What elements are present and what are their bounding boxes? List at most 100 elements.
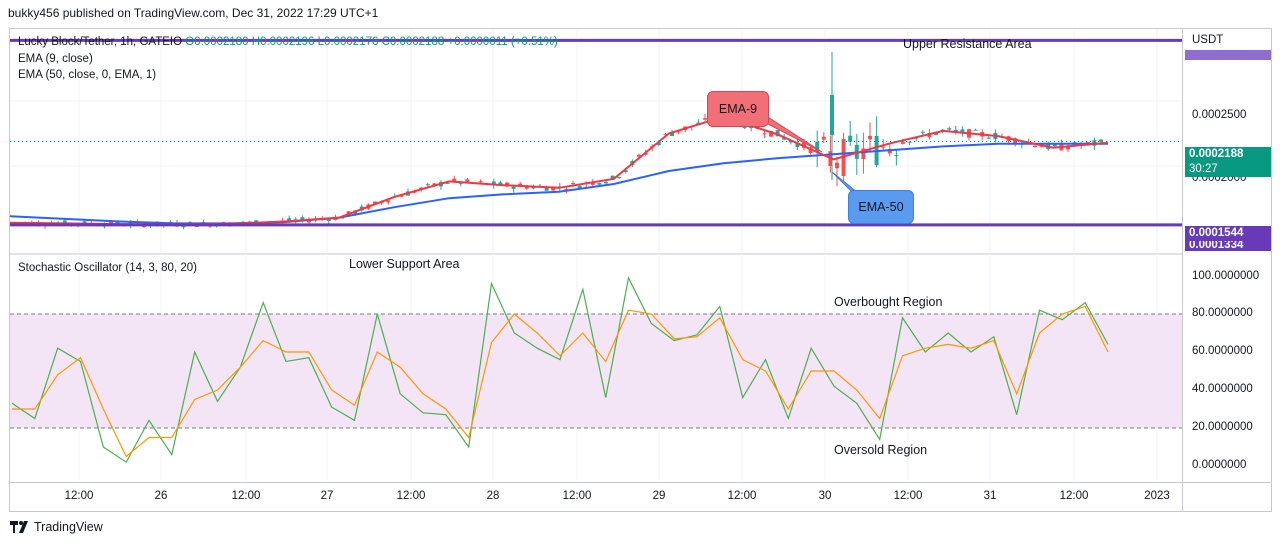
- pane-divider[interactable]: [10, 253, 1182, 255]
- candle-down: [373, 201, 377, 204]
- candle-up: [934, 132, 938, 135]
- candlestick-series: [10, 52, 1103, 230]
- stoch-axis-label: 0.0000000: [1192, 459, 1247, 471]
- time-axis-label: 12:00: [1059, 490, 1089, 502]
- candle-down: [465, 179, 470, 182]
- candle-down: [808, 147, 813, 154]
- candle-down: [881, 146, 886, 148]
- candle-up: [597, 183, 602, 185]
- stoch-band: [10, 314, 1182, 428]
- candle-down: [564, 188, 569, 191]
- ema50-callout[interactable]: EMA-50: [848, 190, 914, 224]
- stoch-axis-label: 80.0000000: [1192, 307, 1253, 319]
- price-axis-label: 0.0002500: [1192, 109, 1247, 121]
- upper-resistance-label[interactable]: Upper Resistance Area: [903, 37, 1032, 51]
- candle-down: [703, 118, 707, 120]
- time-axis-label: 30: [818, 490, 832, 502]
- spike-candle: [830, 95, 834, 135]
- candle-down: [1013, 138, 1018, 144]
- time-axis-label: 29: [652, 490, 666, 502]
- candle-up: [907, 141, 912, 143]
- legend-symbol[interactable]: Lucky Block/Tether, 1h, GATEIO: [18, 36, 183, 48]
- candle-up: [604, 181, 608, 184]
- time-axis-label: 28: [486, 490, 500, 502]
- legend-ohlc: O0.0002180 H0.0002196 L0.0002176 C0.0002…: [185, 36, 558, 48]
- candle-down: [861, 148, 866, 159]
- stoch-axis-label: 40.0000000: [1192, 383, 1253, 395]
- tradingview-logo-icon: [10, 521, 28, 533]
- candle-down: [524, 186, 529, 189]
- chart-frame[interactable]: [9, 28, 1272, 512]
- overbought-label[interactable]: Overbought Region: [834, 295, 943, 309]
- candle-down: [386, 200, 391, 203]
- candle-up: [300, 217, 305, 220]
- candle-up: [973, 129, 978, 131]
- candle-up: [815, 141, 820, 152]
- candle-down: [901, 141, 905, 144]
- candle-up: [986, 137, 991, 139]
- candle-down: [571, 183, 575, 185]
- stoch-k-line: [11, 276, 1109, 464]
- countdown-tag: 30:27: [1185, 162, 1271, 177]
- time-axis-label: 26: [154, 490, 168, 502]
- candle-down: [835, 162, 839, 169]
- candle-down: [676, 131, 681, 133]
- legend-ema50[interactable]: EMA (50, close, 0, EMA, 1): [18, 69, 157, 81]
- ema9-line: [9, 115, 1109, 226]
- ema-lines: [9, 115, 1109, 226]
- lower-support-label[interactable]: Lower Support Area: [349, 257, 460, 271]
- candle-down: [868, 135, 872, 140]
- stoch-axis-label: 100.0000000: [1192, 270, 1260, 282]
- candle-down: [307, 220, 311, 223]
- time-axis-label: 12:00: [64, 490, 94, 502]
- candle-up: [181, 226, 186, 228]
- candle-up: [617, 177, 622, 179]
- time-axis-label: 12:00: [562, 490, 592, 502]
- candle-down: [452, 178, 457, 181]
- candle-down: [1066, 146, 1070, 150]
- legend-ema9[interactable]: EMA (9, close): [18, 53, 93, 65]
- candle-down: [762, 133, 767, 135]
- stochastic-pane: [10, 276, 1182, 464]
- time-axis-label: 2023: [1144, 490, 1170, 502]
- time-axis-border: [10, 482, 1272, 483]
- candle-up: [610, 175, 615, 179]
- candle-up: [623, 170, 628, 172]
- legend-stochastic[interactable]: Stochastic Oscillator (14, 3, 80, 20): [18, 262, 197, 274]
- stoch-axis-label: 60.0000000: [1192, 345, 1253, 357]
- candle-down: [821, 136, 826, 140]
- price-axis-currency[interactable]: USDT: [1192, 34, 1224, 46]
- candle-down: [1033, 145, 1037, 148]
- candle-up: [947, 128, 952, 130]
- candle-down: [663, 133, 668, 135]
- candle-up: [287, 218, 292, 222]
- stoch-d-line: [12, 305, 1109, 458]
- time-axis-label: 12:00: [893, 490, 923, 502]
- horizontal-levels: [10, 38, 1182, 227]
- time-axis-label: 12:00: [727, 490, 757, 502]
- candle-down: [1039, 146, 1044, 148]
- time-axis-label: 12:00: [231, 490, 261, 502]
- candle-up: [491, 181, 496, 186]
- resistance-price-tag: [1185, 50, 1271, 60]
- candle-down: [194, 226, 199, 228]
- legend-symbol-row: Lucky Block/Tether, 1h, GATEIO O0.000218…: [18, 36, 558, 48]
- tradingview-brand[interactable]: TradingView: [10, 520, 103, 534]
- candle-up: [1099, 139, 1103, 142]
- candle-up: [544, 187, 549, 191]
- candle-up: [326, 219, 331, 222]
- candle-down: [399, 195, 404, 197]
- candle-up: [920, 131, 925, 133]
- oversold-label[interactable]: Oversold Region: [834, 443, 928, 457]
- candle-down: [769, 130, 773, 137]
- stoch-axis-label: 20.0000000: [1192, 421, 1253, 433]
- candle-up: [577, 185, 582, 188]
- candle-down: [1085, 141, 1090, 143]
- brand-label: TradingView: [34, 520, 103, 534]
- candle-up: [1052, 144, 1057, 147]
- ema9-callout[interactable]: EMA-9: [707, 91, 769, 127]
- candle-down: [551, 186, 556, 191]
- time-axis-label: 31: [983, 490, 997, 502]
- candle-down: [478, 181, 483, 183]
